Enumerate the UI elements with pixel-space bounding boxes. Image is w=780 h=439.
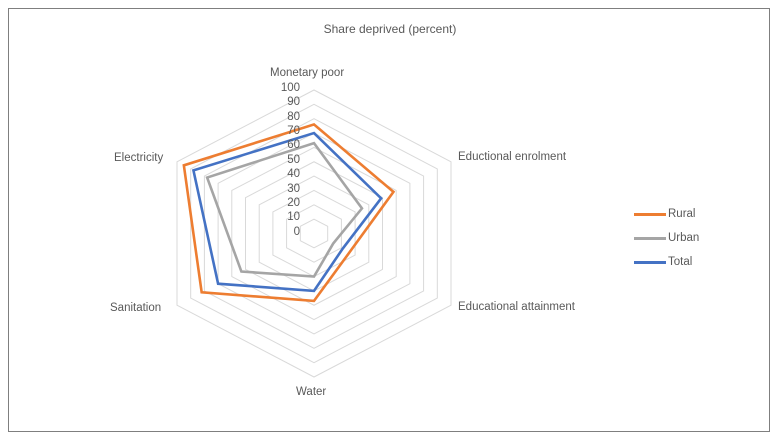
gridline-10 xyxy=(299,218,329,249)
legend-swatch-urban xyxy=(634,236,666,240)
legend-swatch-total xyxy=(634,260,666,264)
tick-90: 90 xyxy=(287,96,300,108)
tick-20: 20 xyxy=(287,197,300,209)
tick-50: 50 xyxy=(287,154,300,166)
tick-30: 30 xyxy=(287,183,300,195)
tick-0: 0 xyxy=(293,226,300,238)
chart-legend: Rural Urban Total xyxy=(634,202,699,274)
tick-100: 100 xyxy=(280,82,300,94)
series-rural[interactable] xyxy=(182,122,396,303)
axis-label-water: Water xyxy=(296,386,327,398)
radar-series xyxy=(182,122,396,303)
legend-item-total[interactable]: Total xyxy=(634,250,699,274)
gridline-90 xyxy=(190,103,438,364)
chart-frame xyxy=(8,8,770,432)
axis-label-electricity: Electricity xyxy=(114,152,164,164)
tick-80: 80 xyxy=(287,111,300,123)
tick-10: 10 xyxy=(287,211,300,223)
tick-40: 40 xyxy=(287,168,300,180)
tick-60: 60 xyxy=(287,139,300,151)
legend-item-urban[interactable]: Urban xyxy=(634,226,699,250)
gridline-60 xyxy=(231,146,397,321)
axis-label-educational-enrolment: Eductional enrolment xyxy=(458,151,567,163)
gridline-100 xyxy=(176,89,452,378)
chart-title: Share deprived (percent) xyxy=(323,22,457,36)
gridline-70 xyxy=(217,132,411,335)
legend-swatch-rural xyxy=(634,212,666,216)
gridline-20 xyxy=(286,204,342,263)
gridline-80 xyxy=(203,118,425,349)
axis-label-monetary-poor: Monetary poor xyxy=(270,67,345,79)
series-total[interactable] xyxy=(191,131,383,293)
legend-label: Rural xyxy=(668,208,696,220)
radar-gridlines xyxy=(176,89,452,378)
axis-label-educational-attainment: Educational attainment xyxy=(458,301,575,313)
gridline-50 xyxy=(245,161,383,306)
legend-label: Total xyxy=(668,256,693,268)
legend-item-rural[interactable]: Rural xyxy=(634,202,699,226)
series-urban[interactable] xyxy=(205,141,364,278)
legend-label: Urban xyxy=(668,232,700,244)
tick-70: 70 xyxy=(287,125,300,137)
axis-label-sanitation: Sanitation xyxy=(110,302,162,314)
